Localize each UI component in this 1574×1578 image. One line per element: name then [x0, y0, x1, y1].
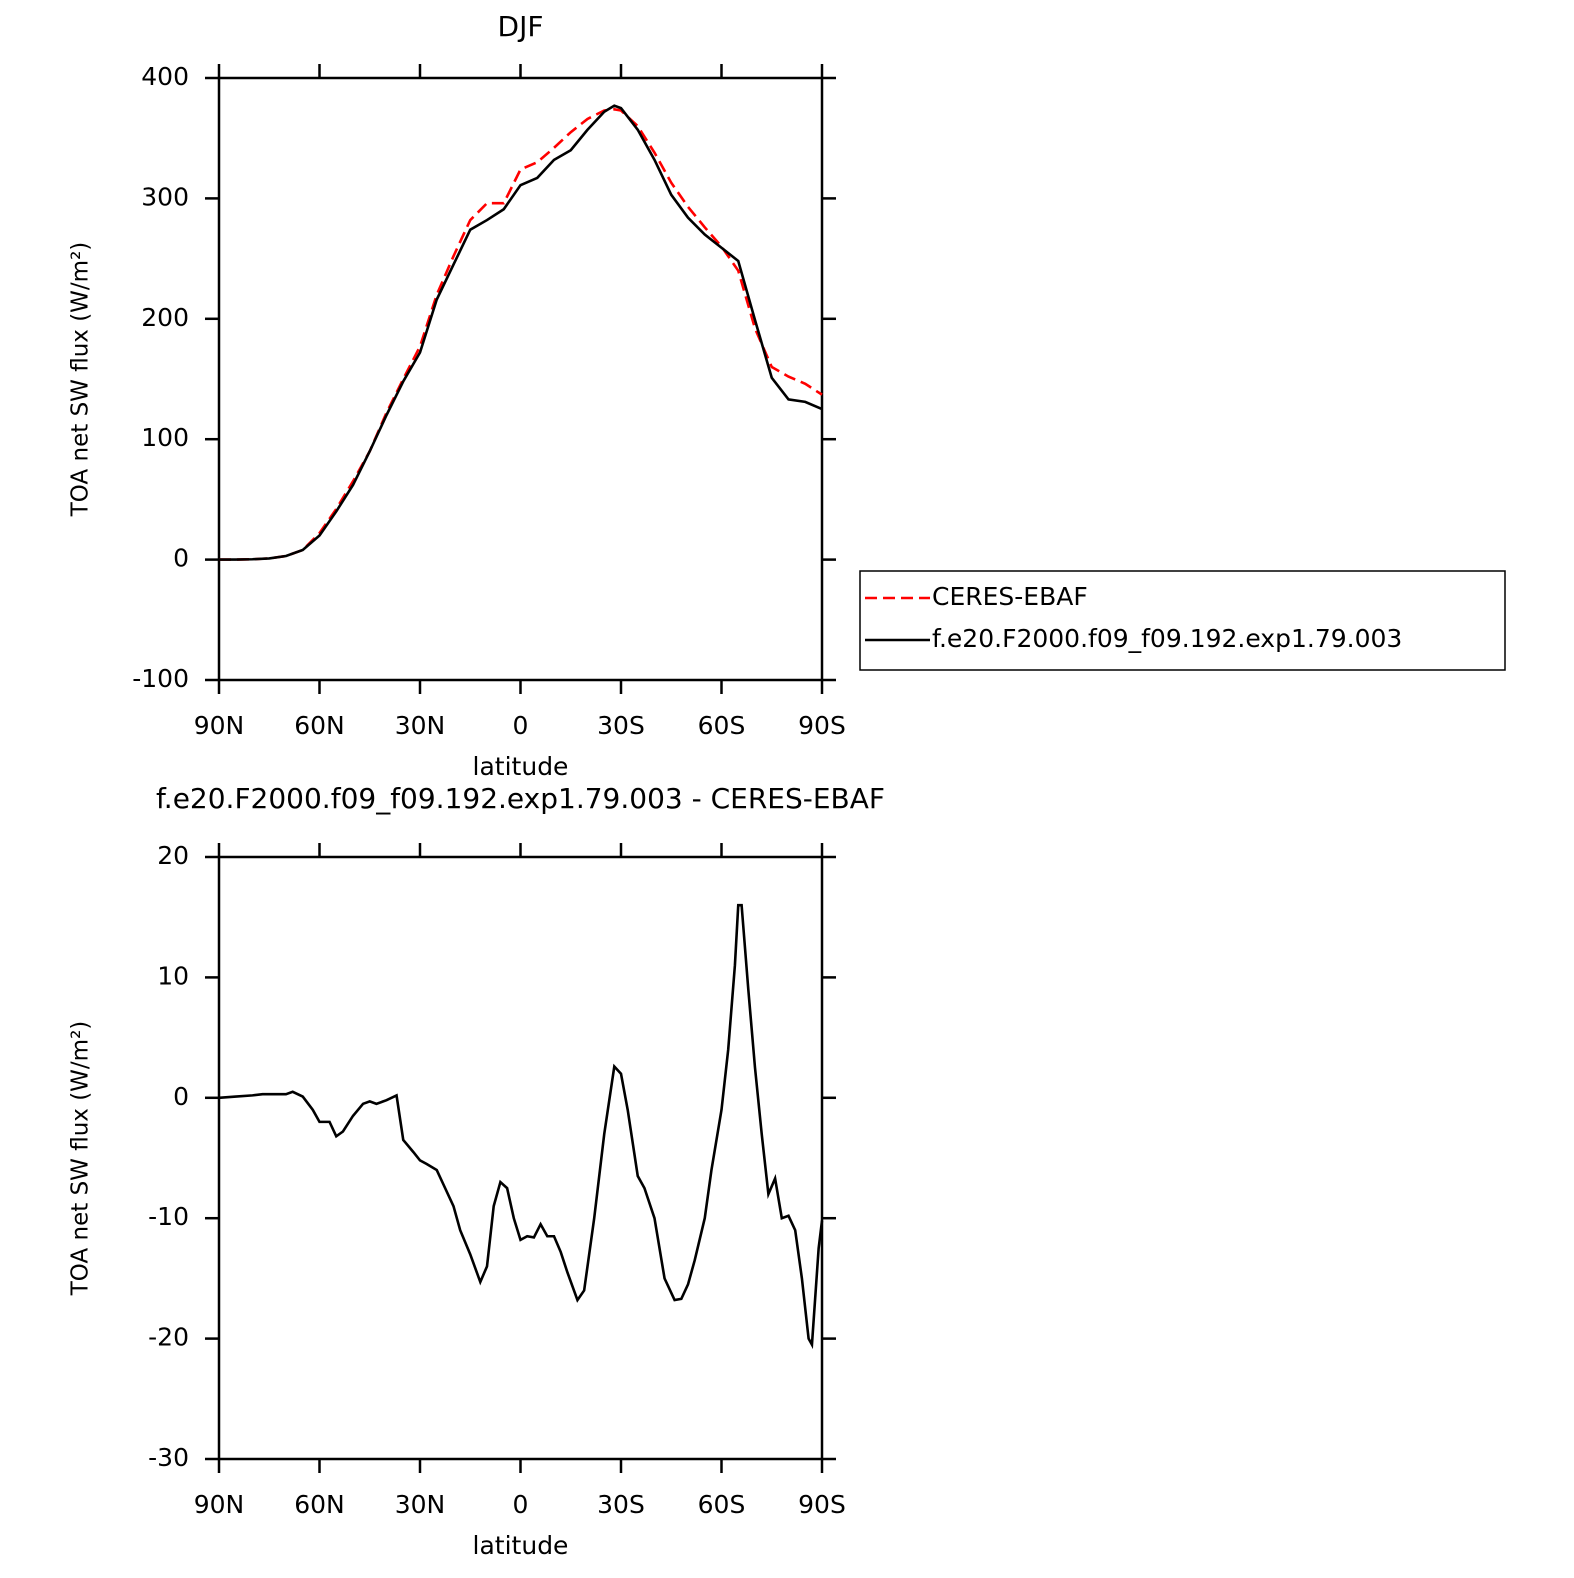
- x-tick-label: 90S: [798, 711, 846, 740]
- x-tick-label: 60N: [294, 711, 345, 740]
- x-tick-label: 0: [513, 711, 529, 740]
- y-tick-label: 300: [141, 182, 189, 211]
- x-axis-label: latitude: [473, 752, 569, 781]
- plot-frame: [217, 855, 824, 1461]
- legend-label: CERES-EBAF: [932, 582, 1088, 611]
- x-tick-label: 30S: [597, 1490, 645, 1519]
- y-tick-label: 10: [157, 961, 189, 990]
- x-tick-label: 60S: [698, 1490, 746, 1519]
- y-axis-label: TOA net SW flux (W/m²): [68, 1021, 94, 1297]
- y-tick-label: -20: [148, 1323, 189, 1352]
- y-tick-label: 100: [141, 423, 189, 452]
- x-tick-label: 90S: [798, 1490, 846, 1519]
- x-tick-label: 30N: [395, 711, 446, 740]
- plot-frame: [217, 76, 824, 682]
- y-axis-label: TOA net SW flux (W/m²): [68, 242, 94, 518]
- x-tick-label: 0: [513, 1490, 529, 1519]
- y-tick-label: -10: [148, 1202, 189, 1231]
- x-tick-label: 30N: [395, 1490, 446, 1519]
- x-tick-label: 90N: [194, 1490, 245, 1519]
- x-tick-label: 30S: [597, 711, 645, 740]
- y-tick-label: -100: [132, 664, 189, 693]
- x-axis-label: latitude: [473, 1531, 569, 1560]
- y-tick-label: -30: [148, 1443, 189, 1472]
- x-tick-label: 60N: [294, 1490, 345, 1519]
- x-tick-label: 90N: [194, 711, 245, 740]
- y-tick-label: 0: [173, 544, 189, 573]
- data-line: [219, 107, 823, 561]
- y-tick-label: 200: [141, 303, 189, 332]
- y-tick-label: 400: [141, 62, 189, 91]
- data-line: [218, 903, 824, 1350]
- y-tick-label: 0: [173, 1082, 189, 1111]
- chart-title: DJF: [498, 10, 544, 43]
- legend-label: f.e20.F2000.f09_f09.192.exp1.79.003: [932, 624, 1402, 653]
- data-line: [219, 104, 823, 561]
- y-tick-label: 20: [157, 841, 189, 870]
- legend-box: [859, 570, 1506, 671]
- chart-title: f.e20.F2000.f09_f09.192.exp1.79.003 - CE…: [156, 782, 885, 815]
- x-tick-label: 60S: [698, 711, 746, 740]
